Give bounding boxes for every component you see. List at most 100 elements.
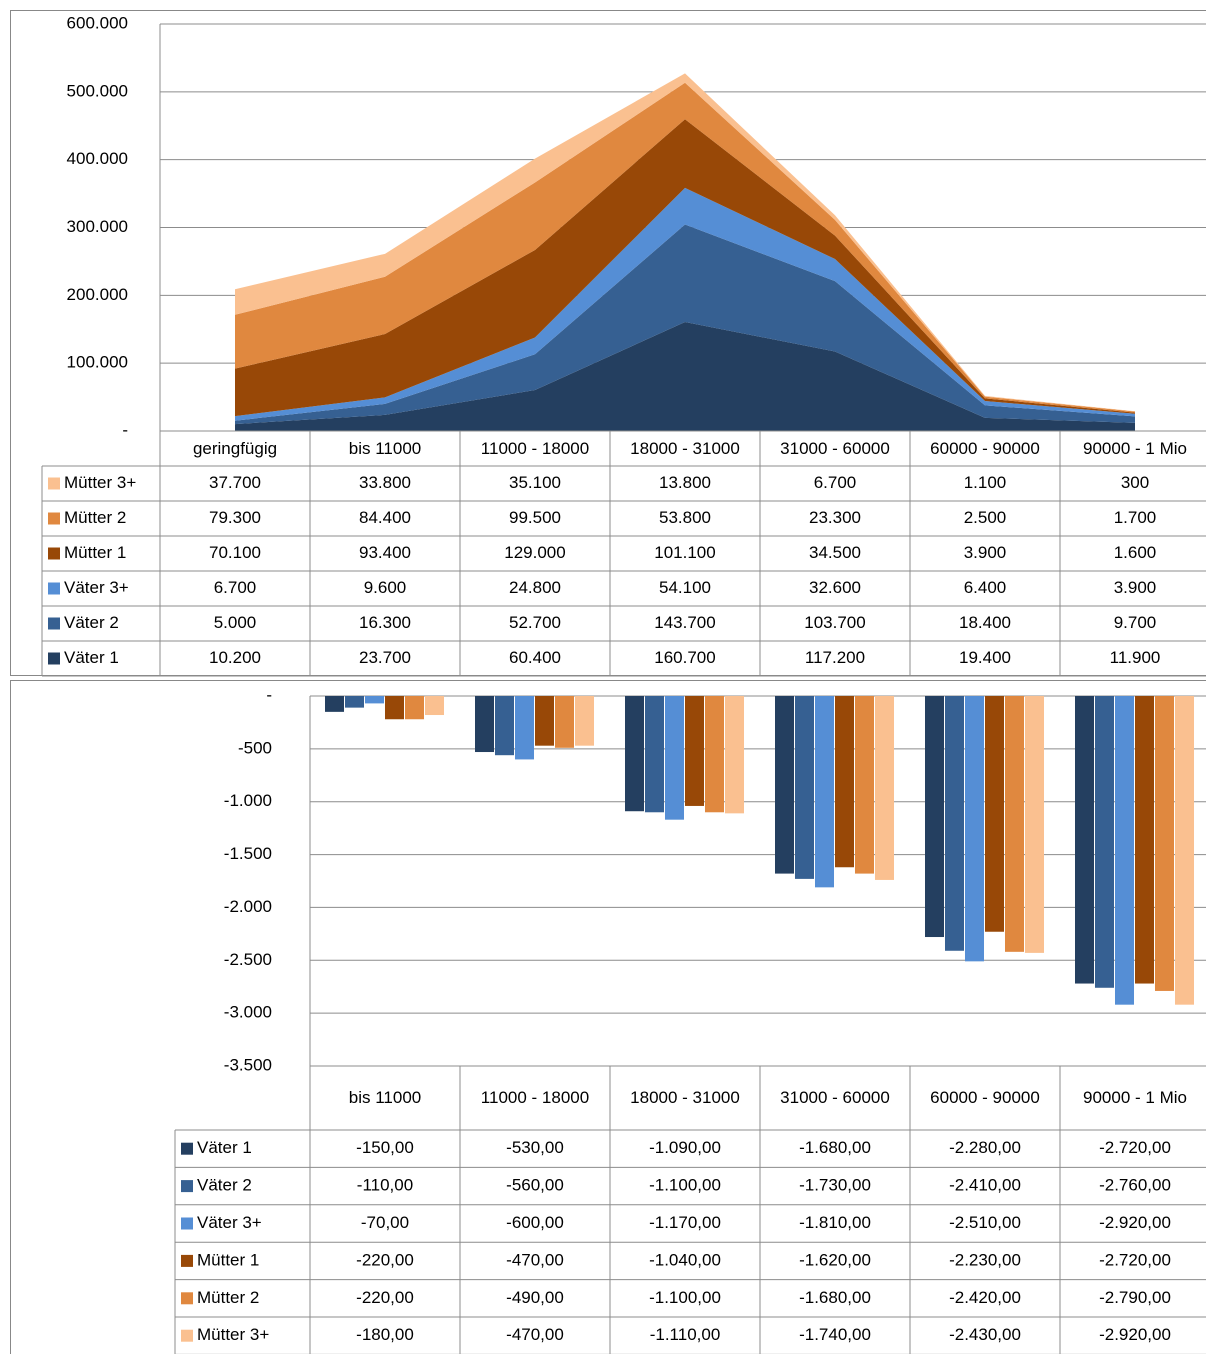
table-value: 11.900 [1110,648,1161,667]
legend-label: Väter 2 [64,613,119,632]
bar [775,696,794,874]
table-value: 79.300 [209,508,261,527]
table-value: 160.700 [654,648,715,667]
legend-swatch [181,1329,193,1342]
table-value: -2.920,00 [1099,1325,1171,1344]
x-tick-label-box: 18000 - 31000 [630,1088,740,1107]
table-value: 93.400 [359,543,411,562]
x-tick-label: 11000 - 18000 [480,1088,590,1107]
table-value: -2.510,00 [949,1213,1021,1232]
bar [835,696,854,868]
table-value: -1.110,00 [650,1325,721,1344]
x-tick-label-box: 11000 - 18000 [480,1088,590,1107]
x-tick-label: 18000 - 31000 [630,438,740,458]
bar [1095,696,1114,988]
area [235,119,1135,417]
x-tick-label: geringfügig [192,438,278,458]
y-tick-label: -500 [238,738,272,757]
legend-swatch [48,477,60,490]
x-tick-label-box: bis 11000 [349,1088,421,1107]
table-value: -1.730,00 [799,1176,871,1195]
table-value: 6.400 [964,578,1007,597]
table-value: 13.800 [659,473,711,492]
table-value: -530,00 [506,1138,564,1157]
y-tick-label: -2.000 [224,897,272,916]
table-value: -2.420,00 [949,1288,1021,1307]
table-value: 143.700 [654,613,715,632]
y-tick-label: -3.500 [224,1055,272,1074]
table-value: -1.040,00 [649,1250,721,1269]
table-value: 54.100 [659,578,711,597]
bar [1025,696,1044,953]
table-value: 1.700 [1114,508,1157,527]
bar [425,696,444,716]
area [235,73,1135,412]
legend-label: Väter 3+ [197,1213,262,1232]
table-value: 18.400 [959,613,1011,632]
area [235,321,1135,431]
table-value: -220,00 [356,1250,414,1269]
legend-swatch [181,1292,193,1305]
table-value: 34.500 [809,543,861,562]
bar [945,696,964,951]
table-value: 1.600 [1114,543,1157,562]
table-value: 129.000 [504,543,565,562]
legend-label: Mütter 2 [197,1288,259,1307]
table-value: -490,00 [506,1288,564,1307]
bar [665,696,684,820]
table-value: 6.700 [814,473,857,492]
table-value: -220,00 [356,1288,414,1307]
x-tick-label: 31000 - 60000 [780,438,890,458]
table-value: -470,00 [506,1325,564,1344]
bar [405,696,424,720]
table-value: 5.000 [214,613,257,632]
x-tick-label: 60000 - 90000 [930,438,1040,458]
table-value: -1.680,00 [799,1288,871,1307]
table-value: 52.700 [509,613,561,632]
x-tick-label: 31000 - 60000 [780,1088,890,1107]
table-value: 6.700 [214,578,257,597]
bar [1115,696,1134,1005]
x-tick-label: 90000 - 1 Mio [1083,438,1187,458]
y-tick-label: -3.000 [224,1003,272,1022]
table-value: -2.430,00 [949,1325,1021,1344]
table-value: 10.200 [209,648,261,667]
y-tick-label: 200.000 [67,285,128,304]
legend-swatch [48,547,60,560]
table-value: 117.200 [805,648,865,667]
table-value: -1.100,00 [649,1176,721,1195]
bar [385,696,404,720]
table-value: -1.740,00 [799,1325,871,1344]
x-tick-label-box: 90000 - 1 Mio [1083,438,1187,458]
x-tick-label-box: bis 11000 [349,439,421,458]
bar [345,696,364,708]
table-value: 23.700 [359,648,411,667]
bar [1135,696,1154,984]
legend-label: Mütter 2 [64,508,126,527]
y-tick-label: 400.000 [67,149,128,168]
legend-label: Mütter 3+ [197,1325,269,1344]
y-tick-label: 600.000 [67,13,128,32]
legend-label: Mütter 3+ [64,473,136,492]
table-value: 16.300 [359,613,411,632]
legend-label: Väter 2 [197,1176,252,1195]
table-value: 1.100 [964,473,1007,492]
table-value: -180,00 [356,1325,414,1344]
bar [725,696,744,814]
x-tick-label: 18000 - 31000 [630,1088,740,1107]
table-value: -470,00 [506,1250,564,1269]
x-tick-label-box: 60000 - 90000 [930,438,1040,458]
legend-label: Väter 1 [197,1138,252,1157]
table-value: 9.600 [364,578,407,597]
table-value: -1.170,00 [649,1213,721,1232]
table-value: -2.920,00 [1099,1213,1171,1232]
legend-swatch [181,1142,193,1155]
legend-label: Mütter 1 [64,543,126,562]
legend-swatch [48,652,60,665]
table-value: 101.100 [654,543,715,562]
bar [555,696,574,748]
bar [1075,696,1094,984]
chart-frame [10,680,1206,1354]
table-value: -1.090,00 [649,1138,721,1157]
